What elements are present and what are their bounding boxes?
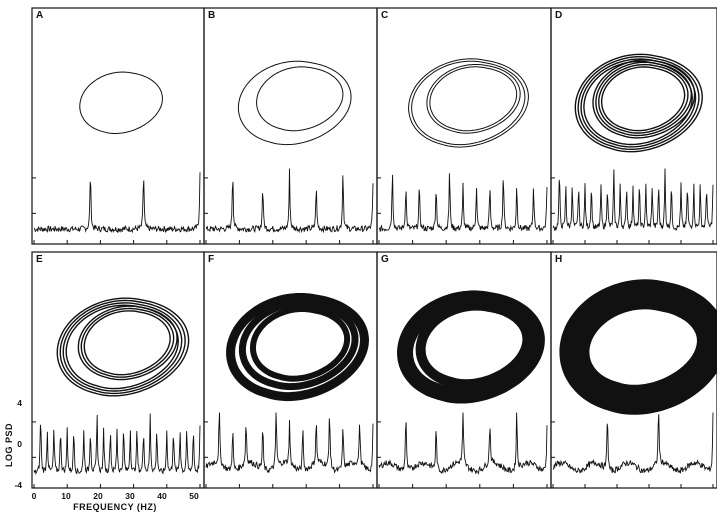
x-tick-label: 20 <box>93 491 103 501</box>
attractor-loop <box>238 299 359 391</box>
panel-letter-b: B <box>208 10 215 21</box>
x-tick-label: 10 <box>61 491 71 501</box>
panel-c <box>376 7 552 245</box>
panel-g <box>376 251 552 489</box>
panel-letter-g: G <box>381 254 389 265</box>
attractor-loop <box>592 59 696 139</box>
attractor-loop <box>256 66 344 132</box>
attractor-loop <box>62 302 183 392</box>
y-tick-label: -4 <box>14 480 22 490</box>
attractor-loop <box>411 60 526 146</box>
x-tick-label: 0 <box>32 491 37 501</box>
attractor-plot <box>396 290 545 404</box>
panel-b <box>203 7 378 245</box>
attractor-loop <box>559 279 717 415</box>
attractor-loop <box>237 60 352 146</box>
spectrum-trace <box>552 168 714 232</box>
panel-frame <box>31 7 205 245</box>
x-tick-label: 30 <box>125 491 135 501</box>
panel-letter-h: H <box>555 254 562 265</box>
panel-letter-f: F <box>208 254 214 265</box>
attractor-loop <box>83 310 171 376</box>
x-axis-title: FREQUENCY (HZ) <box>73 502 157 512</box>
attractor-loop <box>77 305 178 381</box>
spectrum-trace <box>205 168 374 234</box>
panel-frame <box>550 251 717 489</box>
attractor-loop <box>426 64 521 134</box>
attractor-plot <box>56 297 190 397</box>
panel-a <box>31 7 205 245</box>
attractor-loop <box>415 300 533 390</box>
attractor-loop <box>577 56 700 150</box>
attractor-loop <box>226 293 370 402</box>
attractor-loop <box>56 297 190 397</box>
panel-letter-c: C <box>381 10 388 21</box>
attractor-plot <box>226 293 370 402</box>
spectrum-trace <box>378 412 548 475</box>
attractor-loop <box>595 61 692 137</box>
y-axis-title: LOG PSD <box>4 423 14 467</box>
attractor-loop <box>250 306 351 382</box>
x-tick-label: 40 <box>157 491 167 501</box>
panel-letter-e: E <box>36 254 43 265</box>
panel-h <box>550 251 717 489</box>
attractor-loop <box>408 58 529 148</box>
y-tick-label: 4 <box>17 398 22 408</box>
panel-letter-a: A <box>36 10 43 21</box>
attractor-loop <box>598 63 689 134</box>
attractor-plot <box>559 279 717 415</box>
attractor-loop <box>574 53 703 153</box>
y-tick-label: 0 <box>17 439 22 449</box>
attractor-plot <box>237 60 352 146</box>
attractor-plot <box>408 58 529 148</box>
attractor-loop <box>429 66 518 132</box>
attractor-loop <box>59 299 186 395</box>
spectrum-trace <box>33 172 201 234</box>
spectrum-trace <box>378 173 548 233</box>
attractor-loop <box>80 307 175 378</box>
spectrum-trace <box>205 412 374 474</box>
x-tick-label: 50 <box>189 491 199 501</box>
attractor-loop <box>600 66 686 132</box>
panel-f <box>203 251 378 489</box>
spectrum-trace <box>33 413 201 476</box>
attractor-loop <box>79 71 163 134</box>
attractor-plot <box>79 71 163 134</box>
panel-e <box>31 251 205 489</box>
panel-grid <box>31 7 717 489</box>
panel-letter-d: D <box>555 10 562 21</box>
spectrum-trace <box>552 412 714 474</box>
attractor-loop <box>396 290 545 404</box>
attractor-plot <box>574 53 703 153</box>
panel-frame <box>550 7 717 245</box>
panel-d <box>550 7 717 245</box>
